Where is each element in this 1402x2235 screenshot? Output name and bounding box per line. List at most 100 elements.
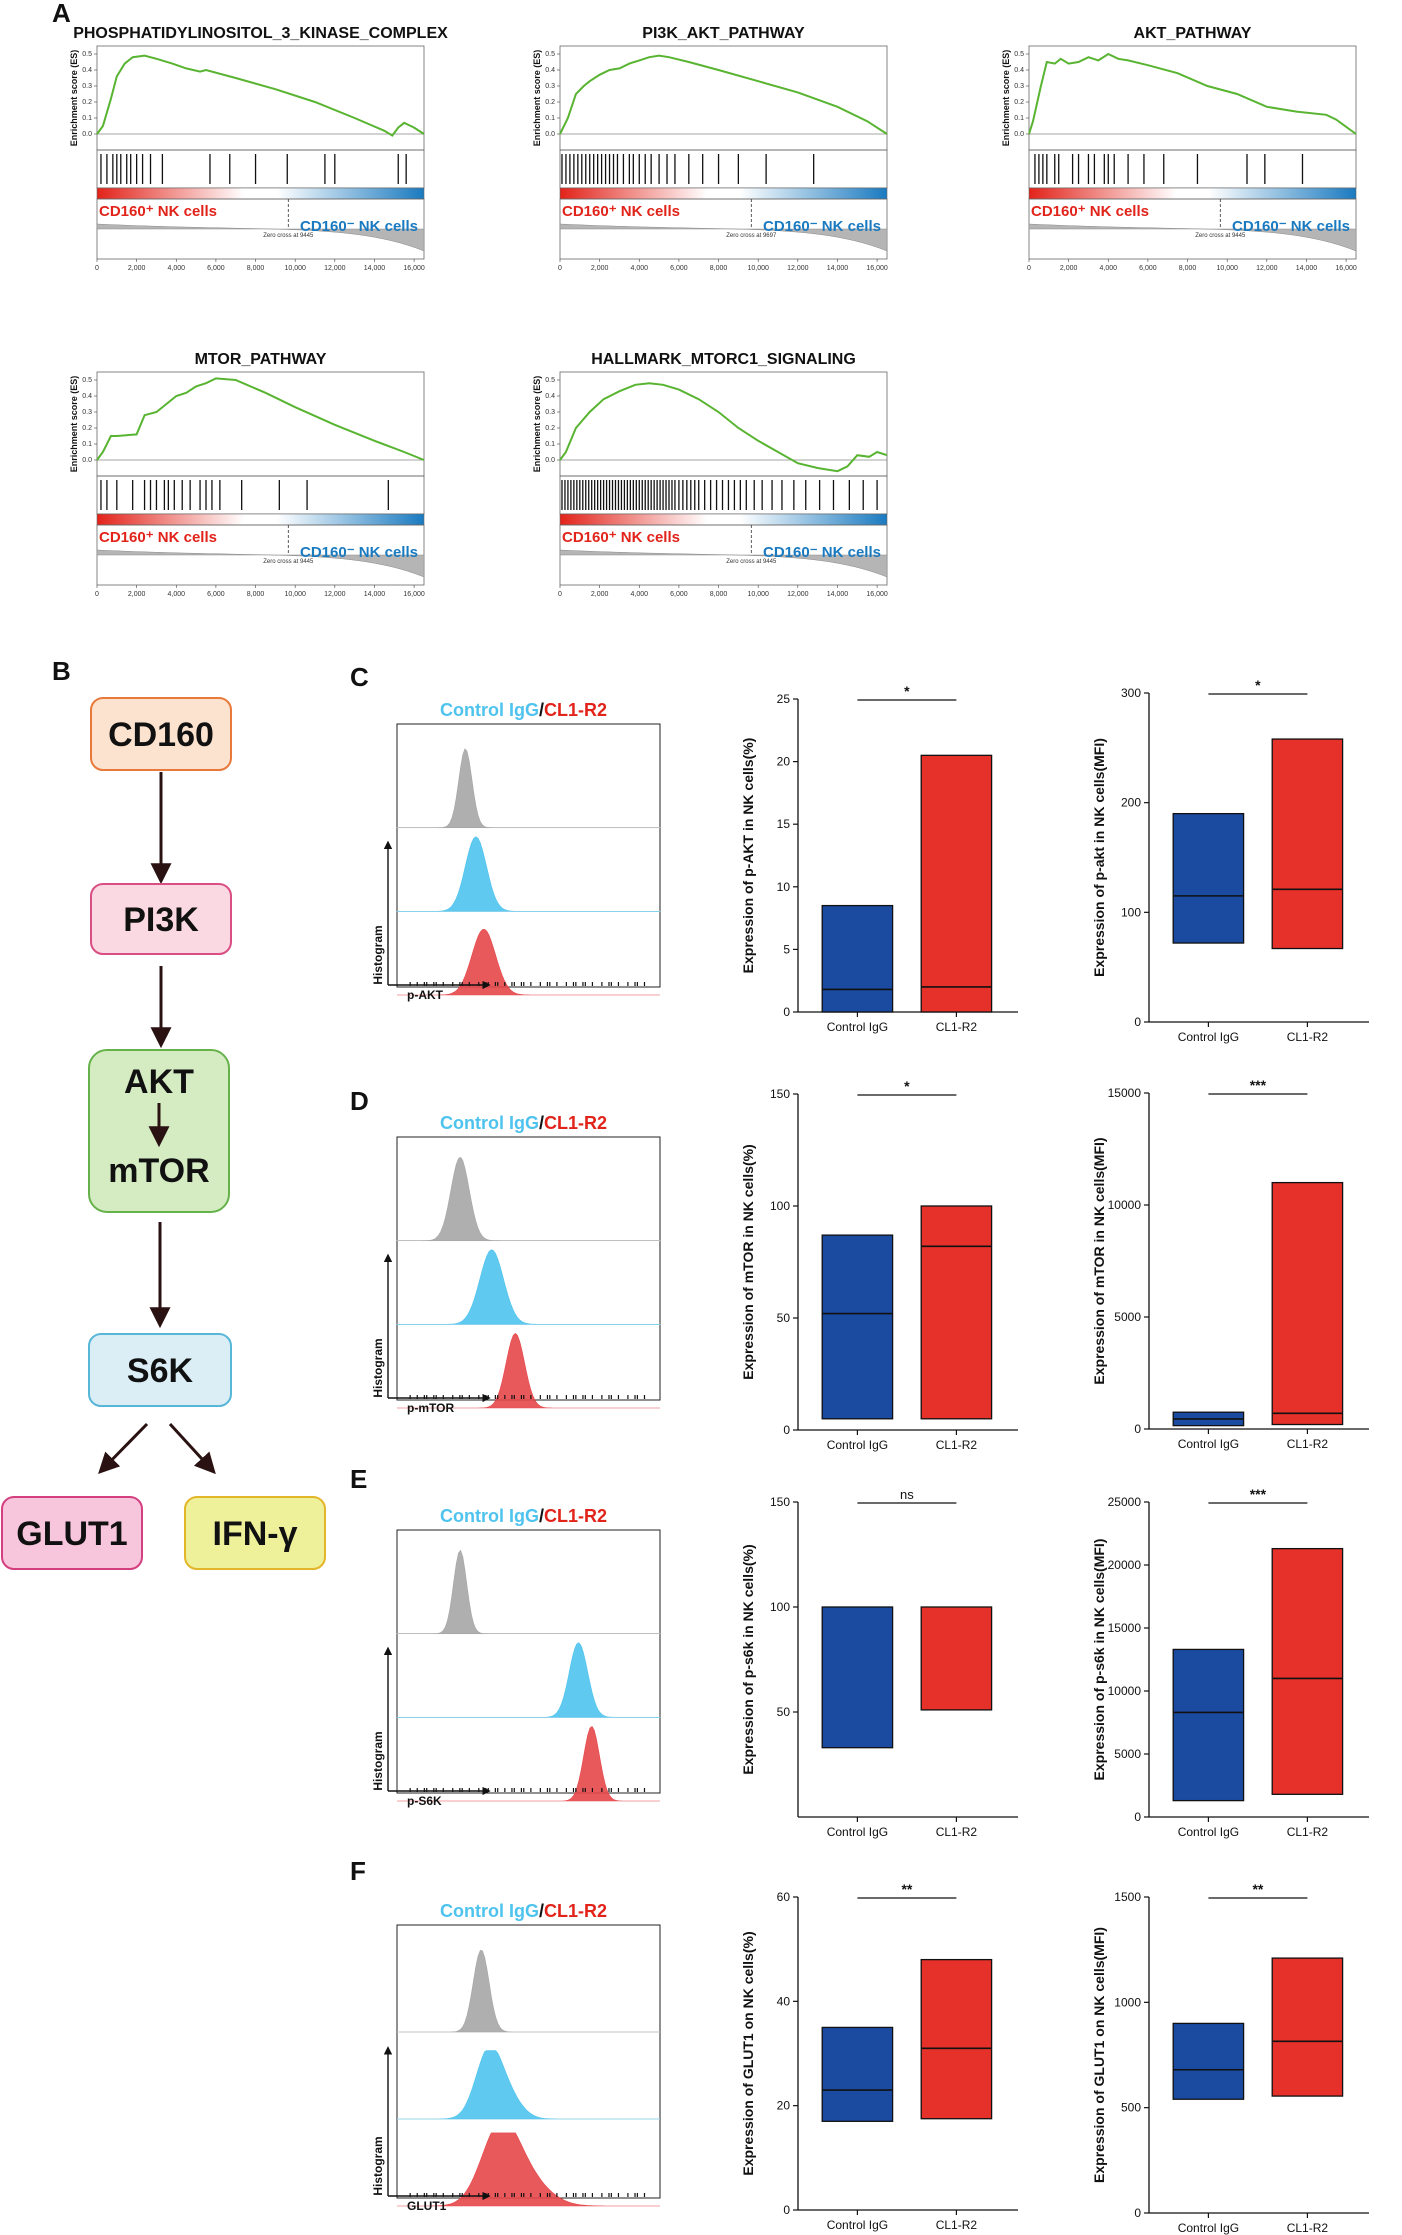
x-tick-label: 4,000: [1100, 265, 1118, 272]
legend-treat-label: CL1-R2: [544, 700, 607, 720]
gsea-plot: HALLMARK_MTORC1_SIGNALING 0.5 0.4 0.3 0.2 0.1…: [532, 351, 888, 598]
x-tick-label: 0: [558, 265, 562, 272]
y-tick-label: 50: [777, 1311, 791, 1325]
x-tick-label: 10,000: [1216, 265, 1238, 272]
rank-metric-area: [559, 549, 888, 578]
histogram-blue-peak: [396, 836, 661, 912]
range-bar-chart: 0 5000 10000 15000 Expression of mTOR in NK …: [1091, 1077, 1369, 1451]
y-tick-label: 25000: [1108, 1495, 1142, 1509]
x-tick-label: Control IgG: [827, 2218, 888, 2232]
es-tick-label: 0.1: [1014, 115, 1024, 122]
es-tick-label: 0.3: [545, 409, 555, 416]
es-tick-label: 0.1: [82, 115, 92, 122]
histogram-gray-peak: [397, 1949, 660, 2033]
legend-separator: /: [539, 700, 544, 720]
es-tick-label: 0.2: [82, 425, 92, 432]
gsea-plot: AKT_PATHWAY 0.5 0.4 0.3 0.2 0.1 0.0Enrichment …: [1001, 25, 1357, 272]
legend-control-label: Control IgG: [440, 700, 539, 720]
x-tick-label: 0: [558, 591, 562, 598]
x-tick-label: 4,000: [631, 265, 649, 272]
histogram-legend: Control IgG/CL1-R2: [440, 1506, 607, 1526]
x-tick-label: CL1-R2: [936, 1825, 978, 1839]
y-axis-label: Expression of GLUT1 on NK cells(%): [740, 1931, 756, 2175]
es-tick-label: 0.2: [1014, 99, 1024, 106]
y-tick-label: 0: [1134, 2206, 1141, 2220]
y-tick-label: 20000: [1108, 1558, 1142, 1572]
arrow-s6k-ifng: [168, 1422, 216, 1475]
histogram-x-label: p-AKT: [407, 988, 444, 1002]
histogram-blue-peak: [397, 2050, 660, 2120]
es-tick-label: 0.2: [545, 425, 555, 432]
y-tick-label: 60: [777, 1890, 791, 1904]
x-tick-label: CL1-R2: [1287, 1437, 1329, 1451]
es-frame: [559, 371, 888, 477]
es-tick-label: 0.2: [545, 99, 555, 106]
y-tick-label: 50: [777, 1705, 791, 1719]
histogram-frame: [396, 1529, 661, 1794]
rank-gradient: [559, 187, 888, 200]
histogram-red-peak: [397, 1725, 660, 1802]
ifng-label: IFN-γ: [213, 1515, 298, 1553]
panel-letter-a: A: [52, 0, 71, 28]
es-axis-label: Enrichment score (ES): [532, 50, 542, 147]
rank-gradient: [96, 187, 425, 200]
histogram-frame: [396, 1924, 661, 2199]
significance-label: ***: [1250, 1486, 1267, 1502]
y-tick-label: 5000: [1114, 1747, 1141, 1761]
x-tick-label: 12,000: [787, 591, 809, 598]
es-tick-label: 0.0: [82, 457, 92, 464]
y-tick-label: 0: [783, 2203, 790, 2217]
es-curve: [96, 54, 425, 137]
y-tick-label: 25: [777, 692, 791, 706]
es-tick-label: 0.3: [82, 83, 92, 90]
x-tick-label: 16,000: [1335, 265, 1357, 272]
y-tick-label: 10: [777, 880, 791, 894]
es-tick-label: 0.3: [545, 83, 555, 90]
es-tick-label: 0.4: [82, 67, 92, 74]
gsea-plots: PHOSPHATIDYLINOSITOL_3_KINASE_COMPLEX 0.5…: [69, 25, 1357, 598]
es-tick-label: 0.4: [82, 393, 92, 400]
y-tick-label: 15000: [1108, 1621, 1142, 1635]
panel-letter-e: E: [350, 1464, 367, 1494]
es-tick-label: 0.5: [82, 377, 92, 384]
es-tick-label: 0.5: [1014, 51, 1024, 58]
y-tick-label: 0: [1134, 1015, 1141, 1029]
pi3k-label: PI3K: [123, 901, 199, 939]
x-tick-label: 8,000: [247, 265, 265, 272]
pi3k-node: [90, 883, 232, 955]
es-axis-label: Enrichment score (ES): [69, 376, 79, 473]
range-bar: [920, 1958, 993, 2120]
cd160-pos-label: CD160⁺ NK cells: [562, 203, 680, 220]
range-bar: [920, 1606, 993, 1711]
histogram-red-peak: [397, 2132, 660, 2207]
es-tick-label: 0.4: [545, 67, 555, 74]
es-curve: [559, 54, 888, 135]
rank-metric-area: [96, 549, 425, 578]
legend-separator: /: [539, 1113, 544, 1133]
es-frame: [96, 45, 425, 151]
x-tick-label: Control IgG: [1178, 1437, 1239, 1451]
histogram-gray-peak: [396, 1549, 661, 1634]
x-tick-label: 4,000: [631, 591, 649, 598]
x-tick-label: 8,000: [1179, 265, 1197, 272]
histogram-frame: [396, 723, 661, 988]
es-axis-label: Enrichment score (ES): [69, 50, 79, 147]
y-tick-label: 5000: [1114, 1310, 1141, 1324]
y-tick-label: 0: [783, 1005, 790, 1019]
es-frame: [96, 371, 425, 477]
range-bar-chart: 0 5000 10000 15000 20000 25000 Expression of p…: [1091, 1486, 1369, 1839]
x-tick-label: CL1-R2: [936, 1020, 978, 1034]
panel-letter-c: C: [350, 662, 369, 692]
es-tick-label: 0.4: [1014, 67, 1024, 74]
significance-label: *: [1255, 677, 1261, 693]
x-tick-label: 4,000: [168, 591, 186, 598]
gsea-title: PI3K_AKT_PATHWAY: [642, 25, 805, 42]
gsea-plot: PHOSPHATIDYLINOSITOL_3_KINASE_COMPLEX 0.5…: [69, 25, 448, 272]
y-tick-label: 0: [783, 1423, 790, 1437]
histogram-x-label: p-S6K: [407, 1794, 442, 1808]
y-tick-label: 1000: [1114, 1995, 1141, 2009]
x-tick-label: 8,000: [710, 591, 728, 598]
